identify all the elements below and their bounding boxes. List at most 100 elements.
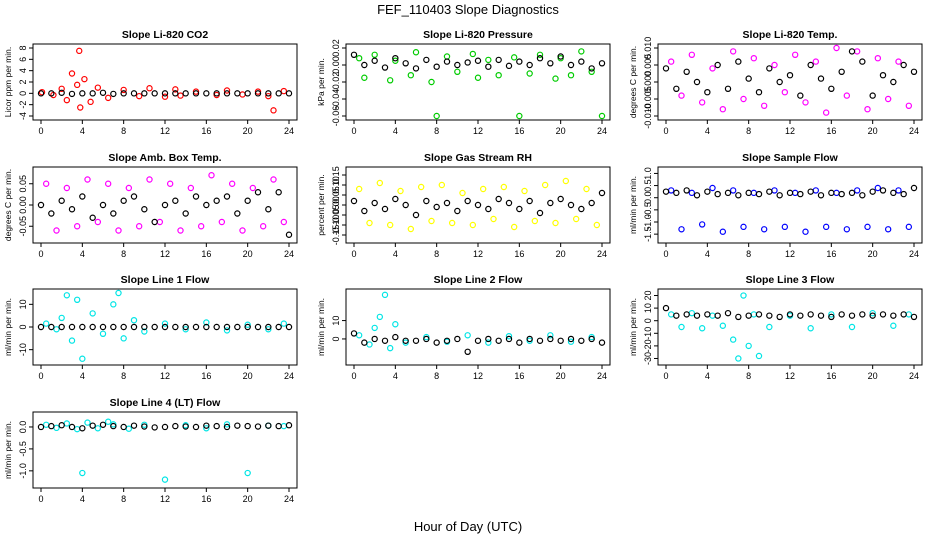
data-point xyxy=(104,418,112,425)
data-point xyxy=(244,197,251,204)
x-tick-label: 20 xyxy=(556,126,566,136)
data-point xyxy=(172,197,179,204)
data-series xyxy=(350,51,606,72)
data-point xyxy=(433,63,440,70)
y-tick-label: 10 xyxy=(643,303,653,313)
data-point xyxy=(828,313,835,321)
plot-frame xyxy=(345,166,611,244)
data-point xyxy=(791,189,799,197)
data-point xyxy=(182,423,189,430)
y-tick-label: 10 xyxy=(331,316,341,326)
data-point xyxy=(89,422,96,429)
y-tick-label: -0.10 xyxy=(331,215,341,236)
data-point xyxy=(68,323,76,331)
x-tick-label: 0 xyxy=(351,126,356,136)
data-point xyxy=(588,65,595,72)
y-tick-label: -10 xyxy=(643,327,653,340)
data-point xyxy=(203,201,210,209)
data-point xyxy=(48,90,55,97)
data-point xyxy=(495,56,502,64)
data-point xyxy=(552,75,559,82)
data-point xyxy=(146,176,153,183)
data-point xyxy=(905,102,913,110)
x-tick-label: 16 xyxy=(514,249,524,259)
data-point xyxy=(683,68,690,76)
data-point xyxy=(567,338,575,345)
data-point xyxy=(735,192,742,199)
data-point xyxy=(479,185,487,193)
data-point xyxy=(84,176,91,183)
data-point xyxy=(807,61,814,69)
chart-panel: Slope Line 2 Flow 0 4 8 12 16 20 24 0 10 ml/min pe… xyxy=(316,274,611,381)
data-point xyxy=(68,423,76,431)
data-point xyxy=(239,91,246,98)
data-point xyxy=(879,187,887,194)
data-point xyxy=(130,323,138,331)
data-point xyxy=(37,90,45,97)
data-point xyxy=(521,187,528,195)
data-point xyxy=(817,75,825,82)
data-point xyxy=(853,48,861,55)
y-tick-label: 0.00 xyxy=(331,56,341,74)
y-axis-label: ml/min per min. xyxy=(628,176,638,234)
data-point xyxy=(79,425,86,432)
data-point xyxy=(386,344,394,352)
data-point xyxy=(698,99,706,106)
data-point xyxy=(516,58,523,65)
x-tick-label: 8 xyxy=(434,249,439,259)
x-tick-label: 4 xyxy=(705,126,710,136)
data-point xyxy=(53,424,60,432)
data-point xyxy=(874,184,882,192)
data-point xyxy=(73,425,81,433)
data-point xyxy=(464,197,471,205)
data-point xyxy=(110,90,117,98)
data-point xyxy=(125,184,133,192)
data-point xyxy=(280,218,288,226)
data-point xyxy=(848,323,856,331)
data-point xyxy=(79,193,86,200)
data-series xyxy=(37,421,293,432)
data-point xyxy=(724,85,732,93)
data-point xyxy=(73,296,81,303)
y-tick-label: 0.00 xyxy=(331,196,341,214)
data-point xyxy=(151,323,158,331)
data-point xyxy=(244,469,251,477)
data-point xyxy=(879,71,887,79)
data-point xyxy=(531,217,539,225)
data-point xyxy=(89,310,96,317)
x-tick-label: 20 xyxy=(868,126,878,136)
y-axis-label: ml/min per min. xyxy=(3,421,13,479)
data-point xyxy=(77,104,84,111)
data-point xyxy=(895,187,902,194)
data-point xyxy=(265,422,272,429)
plot-frame xyxy=(32,288,298,366)
x-tick-label: 20 xyxy=(556,371,566,381)
data-point xyxy=(693,312,701,319)
x-tick-label: 20 xyxy=(868,249,878,259)
data-point xyxy=(828,189,835,197)
data-point xyxy=(76,47,83,55)
x-tick-label: 16 xyxy=(201,371,211,381)
data-point xyxy=(58,85,65,93)
data-point xyxy=(910,184,918,192)
data-point xyxy=(89,214,96,221)
x-tick-label: 0 xyxy=(38,371,43,381)
data-point xyxy=(371,324,378,332)
x-tick-label: 24 xyxy=(284,126,294,136)
x-tick-label: 20 xyxy=(556,249,566,259)
data-point xyxy=(874,55,882,62)
data-point xyxy=(474,57,482,64)
data-point xyxy=(557,337,564,344)
x-tick-label: 0 xyxy=(351,371,356,381)
y-tick-label: -0.05 xyxy=(18,216,28,237)
data-point xyxy=(254,189,262,196)
data-point xyxy=(63,292,71,299)
data-point xyxy=(135,223,143,230)
chart-panel: Slope Line 1 Flow 0 4 8 12 16 20 24 -10 0 10 ml/min… xyxy=(3,274,298,381)
data-point xyxy=(683,311,690,318)
x-tick-label: 12 xyxy=(785,371,795,381)
y-tick-label: 0.000 xyxy=(643,71,653,94)
x-tick-label: 20 xyxy=(243,126,253,136)
